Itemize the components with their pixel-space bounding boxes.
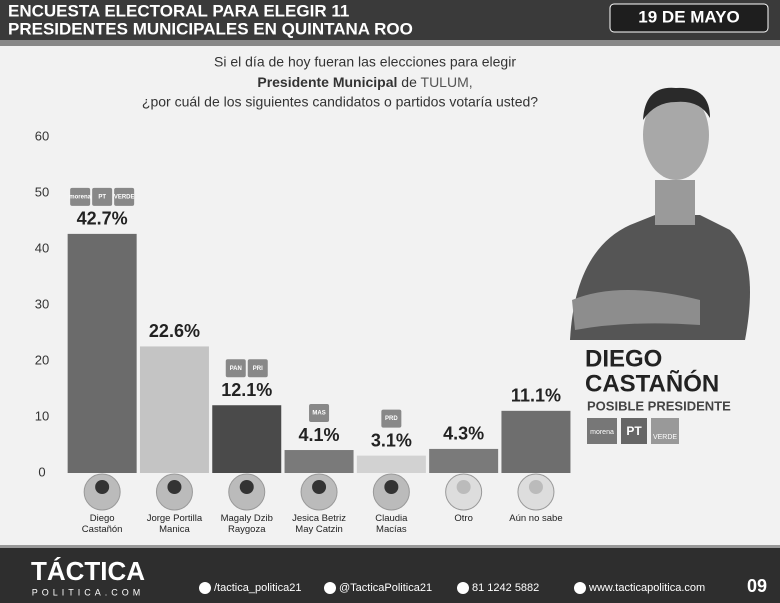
- bar: [139, 346, 209, 473]
- footer-phone: 81 1242 5882: [472, 582, 539, 594]
- avatar-head: [312, 480, 327, 494]
- y-tick-label: 60: [35, 128, 49, 143]
- x-tick-label: Aún no sabe: [509, 513, 563, 524]
- bar: [212, 405, 282, 473]
- page-number: 09: [747, 576, 767, 596]
- avatar-head: [528, 480, 543, 494]
- y-tick-label: 50: [35, 184, 49, 199]
- party-logo-text: VERDE: [114, 194, 135, 200]
- date: 19 DE MAYO: [638, 7, 739, 26]
- party-logo-text: PRI: [253, 366, 263, 372]
- party-logo: [92, 187, 113, 206]
- party-logo-text: PRD: [385, 416, 398, 422]
- party-logo: [587, 418, 617, 444]
- party-logo-text: MAS: [312, 411, 325, 417]
- party-logo-text: VERDE: [653, 434, 677, 441]
- avatar-head: [239, 480, 254, 494]
- date-box: [609, 3, 769, 33]
- y-tick-label: 10: [35, 408, 49, 423]
- x-tick-label: Diego Castañón: [81, 513, 123, 535]
- party-logo: [381, 409, 402, 428]
- question: Presidente Municipal de TULUM,: [257, 74, 472, 90]
- party-logo: [70, 187, 91, 206]
- web-icon: [574, 582, 586, 594]
- question: de: [401, 74, 417, 90]
- candidate-subtitle: POSIBLE PRESIDENTE: [587, 398, 731, 413]
- footer-stripe: [0, 545, 780, 548]
- avatar-head: [95, 480, 110, 494]
- y-tick-label: 40: [35, 240, 49, 255]
- y-tick-label: 30: [35, 296, 49, 311]
- party-logo: [621, 418, 647, 444]
- value-label: 42.7%: [77, 209, 128, 229]
- candidate-name: DIEGO: [585, 345, 662, 372]
- phone-icon: [457, 582, 469, 594]
- value-label: 11.1%: [511, 386, 561, 406]
- footer-logo-sub: POLITICA.COM: [32, 587, 145, 597]
- footer-logo: TÁCTICA: [31, 556, 145, 586]
- bar: [429, 448, 499, 473]
- question: Si el día de hoy fueran las elecciones p…: [214, 54, 516, 70]
- party-logo: [225, 359, 246, 378]
- question-place: TULUM,: [421, 74, 473, 90]
- party-logo-text: morena: [590, 429, 614, 436]
- footer-twitter: @TacticaPolitica21: [339, 582, 432, 594]
- question-bold: Presidente Municipal: [257, 74, 397, 90]
- party-logo-text: PT: [98, 194, 106, 200]
- y-tick-label: 20: [35, 352, 49, 367]
- footer-bar: [0, 548, 780, 603]
- header-title: ENCUESTA ELECTORAL PARA ELEGIR 11: [8, 1, 349, 20]
- value-label: 22.6%: [149, 321, 200, 341]
- value-label: 12.1%: [221, 380, 272, 400]
- header-title: PRESIDENTES MUNICIPALES EN QUINTANA ROO: [8, 19, 413, 38]
- bar: [67, 233, 137, 473]
- value-label: 4.3%: [443, 424, 484, 444]
- avatar-head: [456, 480, 471, 494]
- footer-facebook: /tactica_politica21: [214, 582, 301, 594]
- party-logo: [114, 187, 135, 206]
- candidate-name: CASTAÑÓN: [585, 369, 719, 397]
- party-logo-text: PAN: [230, 366, 242, 372]
- x-tick-label: Jesica Betriz May Catzin: [292, 513, 346, 535]
- value-label: 4.1%: [299, 425, 340, 445]
- facebook-icon: [199, 582, 211, 594]
- candidate-photo: [570, 87, 750, 340]
- header-stripe: [0, 40, 780, 46]
- x-tick-label: Otro: [454, 513, 473, 524]
- party-logo: [651, 418, 679, 444]
- party-logo-text: PT: [626, 424, 642, 438]
- bar: [356, 455, 426, 473]
- x-tick-label: Claudia Macías: [375, 513, 408, 535]
- party-logo-text: morena: [69, 194, 91, 200]
- avatar-head: [384, 480, 399, 494]
- avatar-head: [167, 480, 182, 494]
- bar: [284, 450, 354, 473]
- twitter-icon: [324, 582, 336, 594]
- question: ¿por cuál de los siguientes candidatos o…: [142, 94, 538, 110]
- x-tick-label: Jorge Portilla Manica: [146, 513, 203, 535]
- party-logo: [247, 359, 268, 378]
- x-tick-label: Magaly Dzib Raygoza: [220, 513, 273, 535]
- footer-web: www.tacticapolitica.com: [588, 582, 705, 594]
- party-logo: [309, 404, 330, 423]
- value-label: 3.1%: [371, 430, 412, 450]
- y-tick-label: 0: [38, 464, 45, 479]
- bar: [501, 410, 571, 473]
